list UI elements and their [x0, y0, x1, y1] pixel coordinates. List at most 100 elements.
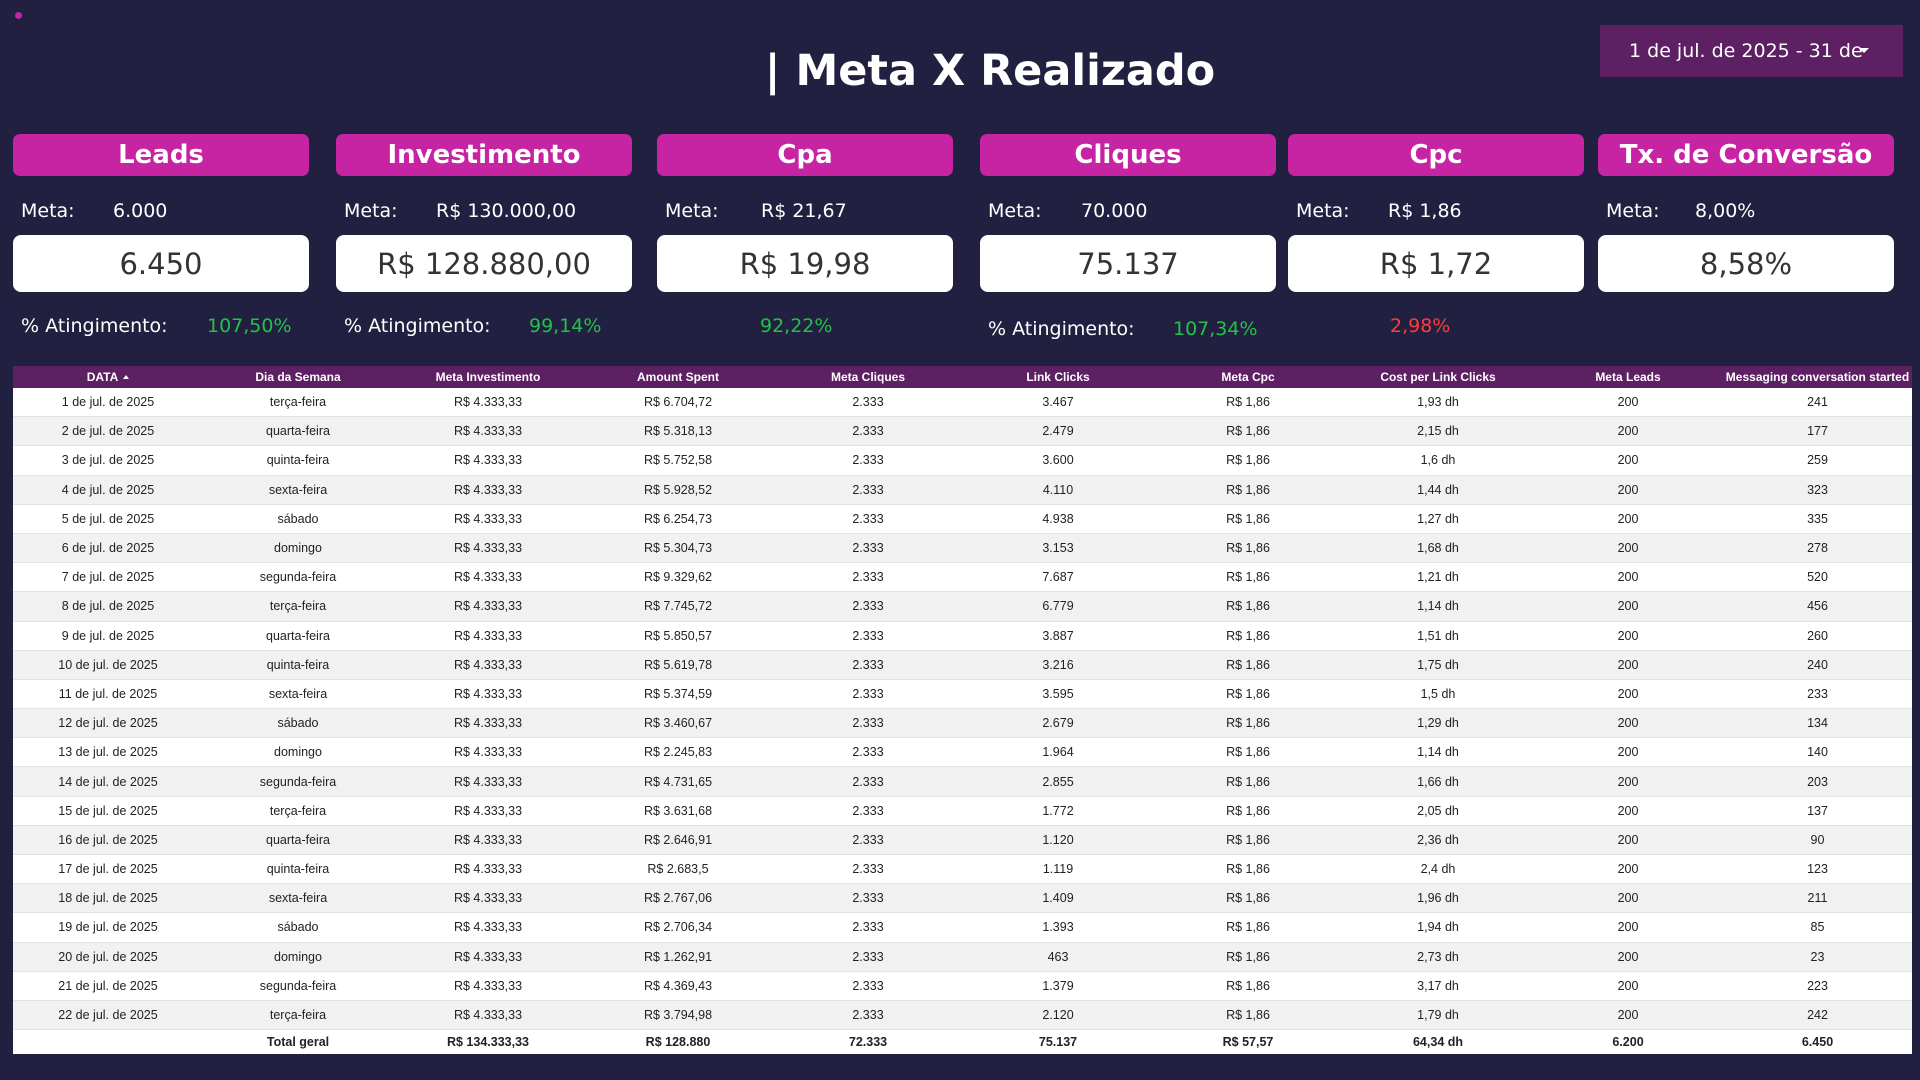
table-cell: R$ 1,86 — [1153, 621, 1343, 651]
table-cell: domingo — [203, 533, 393, 564]
table-row: 16 de jul. de 2025 quarta-feira R$ 4.333,3… — [13, 825, 1912, 856]
table-cell: segunda-feira — [203, 766, 393, 797]
table-cell: 223 — [1723, 971, 1912, 1001]
column-header-label: DATA — [86, 370, 119, 384]
column-header[interactable]: Messaging conversation started — [1723, 366, 1912, 388]
table-cell: sexta-feira — [203, 883, 393, 914]
table-cell: R$ 4.731,65 — [583, 766, 773, 797]
table-cell: 4 de jul. de 2025 — [13, 475, 203, 505]
table-cell: 200 — [1533, 971, 1723, 1001]
table-cell: 1.379 — [963, 971, 1153, 1001]
table-cell: R$ 1,86 — [1153, 737, 1343, 768]
column-header-label: Cost per Link Clicks — [1380, 370, 1496, 384]
column-header-label: Meta Cliques — [830, 370, 905, 384]
table-cell: R$ 4.333,33 — [393, 621, 583, 651]
table-cell: 1,5 dh — [1343, 679, 1533, 710]
table-cell: 2.333 — [773, 475, 963, 505]
table-cell: 200 — [1533, 796, 1723, 826]
table-cell: R$ 5.850,57 — [583, 621, 773, 651]
table-cell: 3.467 — [963, 388, 1153, 418]
table-cell: 2.479 — [963, 416, 1153, 447]
table-cell: R$ 3.794,98 — [583, 1000, 773, 1031]
corner-dot — [15, 12, 22, 19]
kpi-header: Cpc — [1288, 134, 1584, 176]
table-cell: quinta-feira — [203, 650, 393, 680]
table-cell: 13 de jul. de 2025 — [13, 737, 203, 768]
table-cell: 177 — [1723, 416, 1912, 447]
table-cell: 200 — [1533, 679, 1723, 710]
table-cell: 200 — [1533, 445, 1723, 476]
table-cell: 137 — [1723, 796, 1912, 826]
column-header[interactable]: Cost per Link Clicks — [1343, 366, 1533, 388]
table-cell: R$ 2.683,5 — [583, 854, 773, 885]
table-cell: R$ 4.333,33 — [393, 504, 583, 534]
table-cell: R$ 4.333,33 — [393, 533, 583, 564]
column-header[interactable]: Link Clicks — [963, 366, 1153, 388]
table-cell: R$ 4.333,33 — [393, 650, 583, 680]
table-cell: R$ 1,86 — [1153, 1000, 1343, 1031]
table-row: 1 de jul. de 2025 terça-feira R$ 4.333,33 R… — [13, 388, 1912, 418]
table-cell: 2.333 — [773, 942, 963, 972]
column-header[interactable]: Dia da Semana — [203, 366, 393, 388]
table-cell: 200 — [1533, 388, 1723, 418]
column-header[interactable]: Meta Cpc — [1153, 366, 1343, 388]
table-cell: R$ 4.333,33 — [393, 1000, 583, 1031]
column-header[interactable]: DATA — [13, 366, 203, 388]
table-cell: R$ 1,86 — [1153, 883, 1343, 914]
table-cell: sábado — [203, 912, 393, 943]
table-cell: 200 — [1533, 708, 1723, 739]
column-header[interactable]: Meta Investimento — [393, 366, 583, 388]
column-header[interactable]: Amount Spent — [583, 366, 773, 388]
table-cell: R$ 1,86 — [1153, 825, 1343, 856]
kpi-meta-value: R$ 130.000,00 — [436, 200, 577, 222]
table-cell: 2.333 — [773, 1000, 963, 1031]
table-cell: R$ 5.752,58 — [583, 445, 773, 476]
table-cell: 2.679 — [963, 708, 1153, 739]
table-row: 17 de jul. de 2025 quinta-feira R$ 4.333,3… — [13, 854, 1912, 885]
table-cell: 1.772 — [963, 796, 1153, 826]
table-cell: 2.333 — [773, 621, 963, 651]
table-cell: 200 — [1533, 504, 1723, 534]
table-cell: R$ 5.928,52 — [583, 475, 773, 505]
table-cell: 2,73 dh — [1343, 942, 1533, 972]
date-range-picker[interactable]: 1 de jul. de 2025 - 31 de — [1600, 25, 1903, 77]
table-cell: 3.887 — [963, 621, 1153, 651]
kpi-header: Investimento — [336, 134, 632, 176]
table-cell: 200 — [1533, 825, 1723, 856]
sort-ascending-icon[interactable] — [123, 375, 130, 379]
kpi-value: R$ 1,72 — [1288, 235, 1584, 292]
kpi-attainment-label: % Atingimento: — [21, 315, 168, 337]
table-cell: R$ 3.460,67 — [583, 708, 773, 739]
table-cell: R$ 4.333,33 — [393, 708, 583, 739]
table-cell: domingo — [203, 942, 393, 972]
kpi-attainment-value: 92,22% — [760, 315, 833, 337]
table-cell: R$ 2.245,83 — [583, 737, 773, 768]
column-header[interactable]: Meta Cliques — [773, 366, 963, 388]
table-cell: 242 — [1723, 1000, 1912, 1031]
table-cell: 2.333 — [773, 854, 963, 885]
table-cell: R$ 4.333,33 — [393, 416, 583, 447]
table-row: 20 de jul. de 2025 domingo R$ 4.333,33 R$ 1… — [13, 942, 1912, 972]
table-cell: R$ 4.333,33 — [393, 796, 583, 826]
table-cell: 1,29 dh — [1343, 708, 1533, 739]
table-cell: 200 — [1533, 591, 1723, 622]
table-cell: 16 de jul. de 2025 — [13, 825, 203, 856]
column-header[interactable]: Meta Leads — [1533, 366, 1723, 388]
table-cell: 2.333 — [773, 825, 963, 856]
table-cell: terça-feira — [203, 796, 393, 826]
table-cell: R$ 4.333,33 — [393, 766, 583, 797]
table-cell: R$ 7.745,72 — [583, 591, 773, 622]
kpi-meta-label: Meta: — [344, 200, 398, 222]
table-cell: 1.964 — [963, 737, 1153, 768]
table-cell: 1,14 dh — [1343, 591, 1533, 622]
table-cell: 200 — [1533, 854, 1723, 885]
table-cell: quarta-feira — [203, 416, 393, 447]
table-cell: R$ 4.333,33 — [393, 388, 583, 418]
table-cell: 2,05 dh — [1343, 796, 1533, 826]
table-cell: R$ 5.619,78 — [583, 650, 773, 680]
total-cell: 72.333 — [773, 1029, 963, 1055]
table-cell: 2.333 — [773, 766, 963, 797]
table-cell: terça-feira — [203, 591, 393, 622]
table-cell: R$ 1,86 — [1153, 942, 1343, 972]
column-header-label: Meta Cpc — [1221, 370, 1275, 384]
